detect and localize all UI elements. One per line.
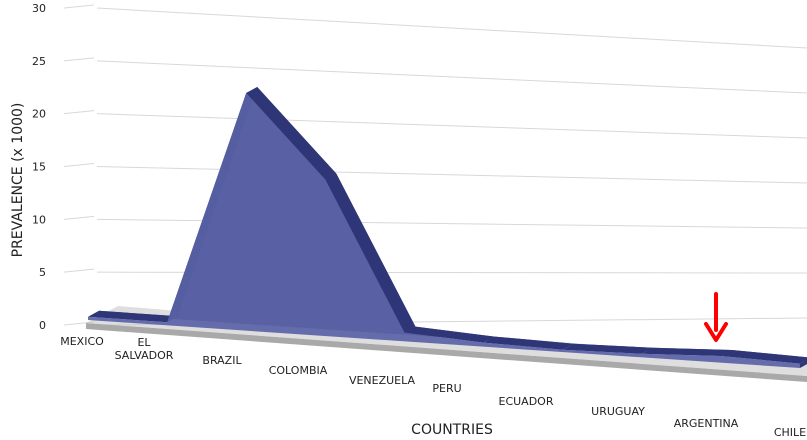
y-tick-label: 20 bbox=[32, 108, 46, 121]
highlight-arrow-icon bbox=[704, 322, 728, 342]
grid-line-stub bbox=[63, 215, 95, 220]
data-area bbox=[88, 87, 807, 369]
area-top-segment bbox=[720, 349, 807, 364]
y-tick-label: 30 bbox=[32, 2, 46, 15]
category-label-mexico: MEXICO bbox=[60, 335, 104, 348]
area-top-segment bbox=[562, 343, 653, 354]
y-tick-label: 15 bbox=[32, 161, 46, 174]
grid-line-stub bbox=[63, 57, 95, 62]
y-axis-title: PREVALENCE (x 1000) bbox=[10, 103, 26, 258]
y-tick-label: 10 bbox=[32, 213, 46, 226]
grid-line bbox=[96, 166, 807, 184]
grid-line-stub bbox=[63, 4, 95, 9]
category-label-ecuador: ECUADOR bbox=[499, 395, 554, 408]
category-label-peru: PERU bbox=[432, 382, 461, 395]
x-axis-category-labels: MEXICO EL SALVADOR BRAZIL COLOMBIA VENEZUELA P… bbox=[60, 335, 806, 439]
grid-line bbox=[96, 113, 807, 139]
grid-line-stub bbox=[63, 163, 95, 167]
x-axis-title: COUNTRIES bbox=[411, 422, 493, 438]
category-label-el-salvador: EL SALVADOR bbox=[115, 336, 174, 362]
area-top-segment bbox=[325, 173, 416, 333]
floor-slab bbox=[86, 323, 807, 382]
area-top-segment bbox=[641, 347, 732, 356]
grid-line-stub bbox=[63, 268, 95, 273]
area-front-face bbox=[88, 93, 800, 369]
area-top-segment bbox=[404, 326, 495, 343]
area-top-segment bbox=[88, 310, 179, 323]
highlight-marker bbox=[704, 292, 728, 342]
grid-line-stub bbox=[63, 110, 95, 115]
category-label-argentina: ARGENTINA bbox=[674, 417, 739, 430]
area-top-segment bbox=[246, 87, 337, 180]
y-tick-label: 0 bbox=[39, 319, 46, 332]
y-axis-ticks: 0 5 10 15 20 25 30 bbox=[32, 2, 46, 332]
area-top-segment bbox=[483, 336, 574, 350]
category-label-brazil: BRAZIL bbox=[202, 354, 242, 367]
y-tick-label: 5 bbox=[39, 266, 46, 279]
grid-lines bbox=[63, 4, 807, 326]
category-label-uruguay: URUGUAY bbox=[591, 405, 645, 418]
category-label-colombia: COLOMBIA bbox=[269, 364, 328, 377]
category-label-venezuela: VENEZUELA bbox=[349, 374, 416, 387]
area-end-cap bbox=[800, 359, 807, 368]
y-tick-label: 25 bbox=[32, 55, 46, 68]
grid-line bbox=[96, 7, 807, 49]
category-label-chile: CHILE bbox=[774, 426, 806, 439]
grid-line bbox=[96, 60, 807, 94]
